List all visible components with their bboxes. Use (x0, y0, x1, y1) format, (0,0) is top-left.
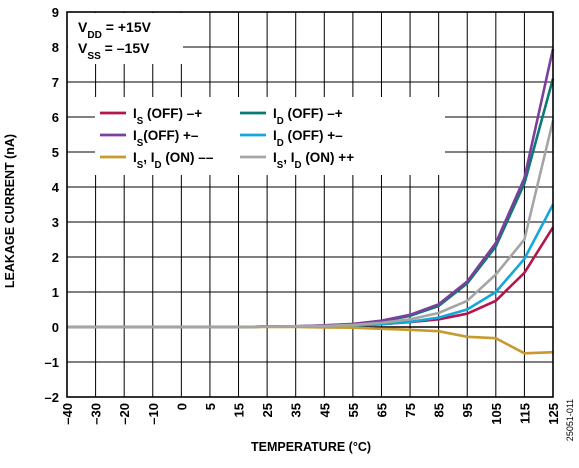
legend-label: ID (OFF) +– (273, 128, 343, 149)
y-tick-label: –2 (45, 390, 59, 405)
x-tick-label: 45 (317, 403, 332, 417)
y-tick-label: 6 (52, 110, 59, 125)
x-tick-label: 35 (289, 403, 304, 417)
x-tick-label: –30 (89, 403, 104, 425)
legend-label: IS, ID (ON) ++ (273, 150, 354, 171)
series-line-4 (67, 325, 554, 355)
x-tick-label: 105 (489, 403, 504, 425)
y-tick-label: 7 (52, 75, 59, 90)
legend-background (95, 97, 445, 175)
series-line-2 (67, 48, 555, 329)
x-tick-label: 65 (375, 403, 390, 417)
figure-id: 25051-011 (565, 399, 575, 441)
x-tick-label: 115 (517, 403, 532, 424)
legend-label: IS(OFF) +– (133, 128, 199, 149)
legend-label: ID (OFF) –+ (273, 106, 343, 127)
y-axis-label: LEAKAGE CURRENT (nA) (3, 134, 17, 288)
supply-voltage-label: VDD = +15V (78, 19, 152, 41)
x-tick-label: 25 (260, 403, 275, 417)
x-tick-label: –40 (60, 403, 75, 425)
y-tick-label: 3 (52, 215, 59, 230)
x-axis-label: TEMPERATURE (°C) (251, 440, 371, 454)
supply-label-background (68, 13, 183, 64)
series-line-0 (67, 226, 555, 329)
x-tick-label: 5 (203, 403, 218, 410)
series-line-5 (67, 120, 555, 329)
legend-label: IS (OFF) –+ (133, 106, 202, 127)
y-tick-label: 4 (52, 180, 60, 195)
x-tick-label: –10 (146, 403, 161, 425)
plot-frame (66, 11, 554, 398)
x-tick-label: 85 (432, 403, 447, 417)
supply-voltage-label: VSS = –15V (78, 40, 150, 62)
y-tick-label: 8 (52, 40, 59, 55)
x-tick-label: 95 (460, 403, 475, 417)
y-tick-label: 1 (52, 285, 59, 300)
y-tick-label: 2 (52, 250, 59, 265)
x-tick-label: 15 (232, 403, 247, 417)
legend-label: IS, ID (ON) –– (133, 150, 214, 171)
y-tick-label: 9 (52, 5, 59, 20)
y-tick-label: –1 (45, 355, 59, 370)
x-tick-label: –20 (117, 403, 132, 425)
x-tick-label: 55 (346, 403, 361, 417)
y-tick-label: 5 (52, 145, 59, 160)
y-tick-label: 0 (52, 320, 59, 335)
x-tick-label: 75 (403, 403, 418, 417)
x-tick-label: 125 (546, 403, 561, 425)
x-tick-label: 0 (174, 403, 189, 410)
